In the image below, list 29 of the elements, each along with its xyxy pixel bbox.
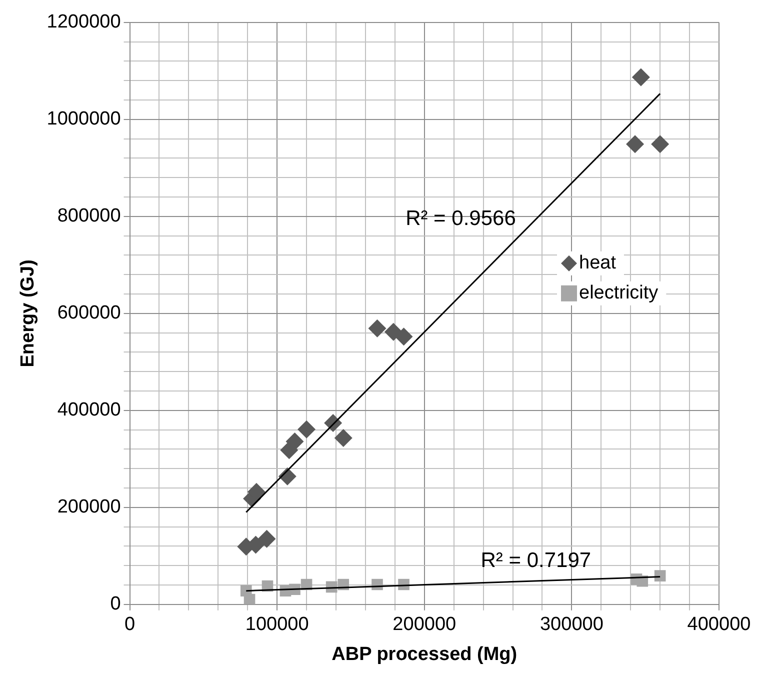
x-tick-label: 0 bbox=[124, 614, 136, 636]
y-tick-label: 600000 bbox=[57, 302, 121, 324]
y-tick-label: 200000 bbox=[57, 496, 121, 518]
x-tick-label: 300000 bbox=[540, 614, 604, 636]
y-axis-title: Energy (GJ) bbox=[18, 260, 39, 368]
point bbox=[334, 429, 352, 448]
annotation: R² = 0.9566 bbox=[406, 207, 516, 230]
point bbox=[654, 570, 666, 582]
legend-label: heat bbox=[579, 252, 617, 274]
y-tick-label: 1000000 bbox=[46, 108, 121, 130]
point bbox=[298, 420, 316, 438]
point bbox=[258, 530, 276, 548]
point bbox=[394, 328, 413, 346]
annotation: R² = 0.7197 bbox=[480, 548, 592, 572]
x-tick-label: 100000 bbox=[245, 614, 309, 636]
point bbox=[651, 135, 670, 154]
point bbox=[244, 594, 256, 604]
x-tick-label: 400000 bbox=[687, 614, 751, 636]
y-tick-label: 400000 bbox=[57, 400, 121, 421]
y-tick-label: 1200000 bbox=[46, 12, 121, 33]
y-tick-label: 0 bbox=[110, 594, 121, 615]
legend-label: electricity bbox=[579, 282, 659, 304]
x-axis-title: ABP processed (Mg) bbox=[332, 644, 518, 665]
point bbox=[286, 432, 304, 450]
x-tick-label: 200000 bbox=[392, 614, 456, 636]
y-tick-label: 800000 bbox=[57, 206, 121, 227]
point bbox=[368, 319, 386, 338]
point bbox=[632, 68, 650, 86]
point bbox=[626, 135, 644, 154]
